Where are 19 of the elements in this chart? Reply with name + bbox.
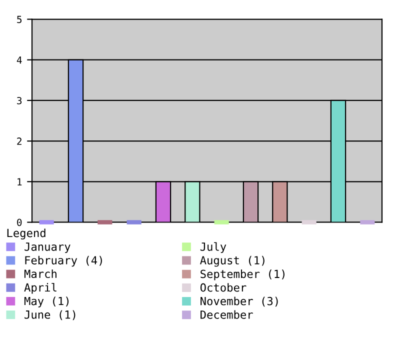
legend-label: June (1) [24, 310, 76, 320]
legend-label: November (3) [200, 296, 278, 307]
legend-title: Legend [7, 228, 46, 240]
legend-label: September (1) [200, 270, 284, 280]
legend-label: February (4) [25, 256, 102, 267]
legend-label: July [200, 242, 226, 254]
y-tick-label: 2 [17, 138, 22, 145]
y-tick-label: 5 [17, 16, 22, 24]
y-tick-label: 3 [17, 96, 22, 104]
legend-label: December [200, 310, 253, 319]
legend-label: May (1) [24, 296, 69, 308]
legend-label: October [200, 283, 246, 292]
y-tick-label: 4 [16, 56, 22, 64]
y-tick-label: 0 [17, 218, 22, 226]
legend-label: April [24, 282, 56, 294]
y-tick-label: 1 [18, 178, 22, 186]
legend-label: August (1) [200, 256, 264, 267]
legend-label: January [24, 242, 70, 254]
legend-label: March [24, 269, 56, 278]
